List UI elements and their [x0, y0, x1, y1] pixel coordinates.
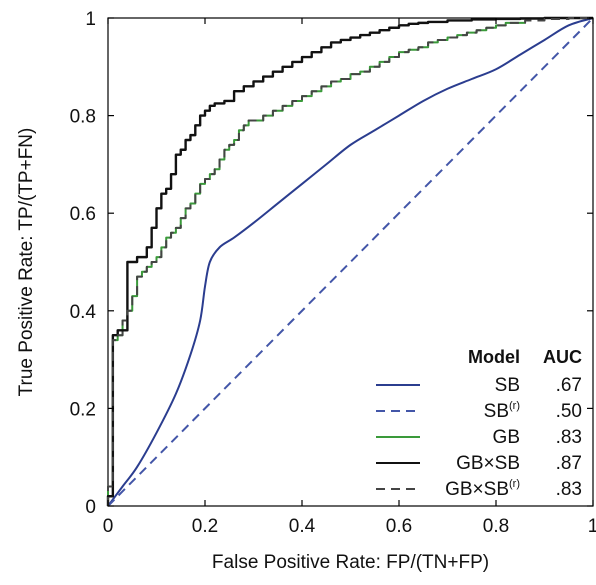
legend-header-auc: AUC — [543, 347, 582, 367]
y-tick-label: 1 — [85, 9, 96, 30]
legend-auc-4: .87 — [556, 453, 582, 474]
y-tick-label: 0.6 — [70, 204, 96, 225]
x-tick-label: 1 — [588, 516, 596, 537]
series-line-4 — [106, 16, 593, 506]
series-layer — [106, 16, 594, 507]
legend-auc-3: .83 — [556, 427, 582, 448]
series-line-1 — [107, 17, 594, 507]
x-tick-label: 0.6 — [386, 516, 412, 537]
legend-label-5: GB×SB(r) — [445, 478, 520, 500]
legend: Model AUC SB .67 SB(r) .50 GB .83 GB×SB .87 GB×SB(… — [376, 347, 582, 500]
x-axis-title: False Positive Rate: FP/(TN+FP) — [212, 552, 489, 573]
legend-label-4: GB×SB — [456, 453, 520, 474]
legend-auc-5: .83 — [556, 479, 582, 500]
legend-header-model: Model — [468, 347, 520, 367]
y-tick-label: 0.4 — [70, 302, 97, 323]
x-tick-label: 0.4 — [289, 516, 316, 537]
legend-label-3: GB — [493, 427, 520, 448]
y-axis-title: True Positive Rate: TP/(TP+FN) — [16, 128, 37, 397]
x-tick-label: 0 — [103, 516, 114, 537]
y-tick-label: 0.2 — [70, 399, 96, 420]
legend-auc-2: .50 — [556, 401, 582, 422]
x-tick-label: 0.8 — [483, 516, 509, 537]
ticks-layer: 0 0.2 0.4 0.6 0.8 1 0 0.2 0.4 0.6 0.8 1 — [70, 9, 596, 537]
series-line-5 — [107, 17, 593, 506]
legend-label-1: SB — [495, 375, 520, 396]
x-tick-label: 0.2 — [192, 516, 218, 537]
legend-auc-1: .67 — [556, 375, 582, 396]
y-tick-label: 0 — [85, 497, 96, 518]
plot-area — [107, 17, 594, 507]
legend-label-2: SB(r) — [484, 400, 520, 422]
y-tick-label: 0.8 — [70, 107, 96, 128]
series-line-2 — [107, 17, 594, 507]
